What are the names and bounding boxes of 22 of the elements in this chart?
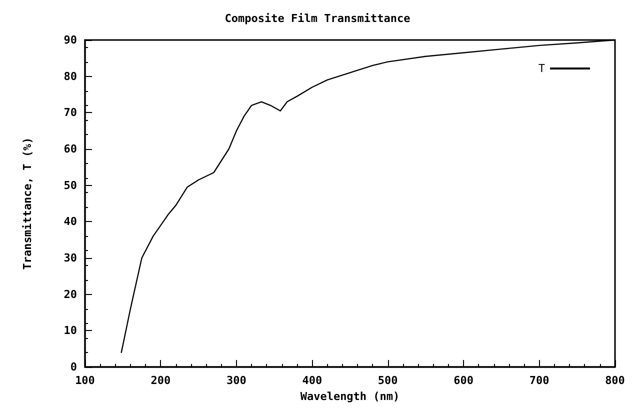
y-tick-label: 10: [64, 324, 77, 338]
x-tick-label: 100: [75, 374, 95, 387]
x-tick-label: 300: [226, 374, 246, 387]
chart-title: Composite Film Transmittance: [224, 12, 411, 25]
x-tick-label: 600: [454, 374, 474, 387]
x-axis-title: Wavelength (nm): [300, 390, 400, 403]
y-tick-label: 0: [70, 360, 77, 374]
y-tick-label: 70: [64, 106, 77, 120]
x-tick-label: 500: [378, 374, 398, 387]
x-tick-label: 800: [605, 374, 625, 387]
x-tick-label: 200: [150, 374, 171, 387]
x-tick-label: 400: [302, 374, 322, 387]
y-tick-label: 20: [64, 288, 77, 301]
y-tick-label: 40: [64, 215, 77, 228]
x-tick-label: 700: [529, 374, 550, 387]
y-tick-label: 50: [64, 178, 77, 192]
y-tick-label: 90: [64, 34, 77, 46]
legend-label: T: [538, 62, 546, 75]
y-tick-label: 30: [64, 252, 77, 264]
y-tick-label: 60: [64, 142, 77, 156]
y-tick-label: 80: [64, 70, 77, 83]
y-axis-title: Transmittance, T (%): [21, 137, 34, 270]
